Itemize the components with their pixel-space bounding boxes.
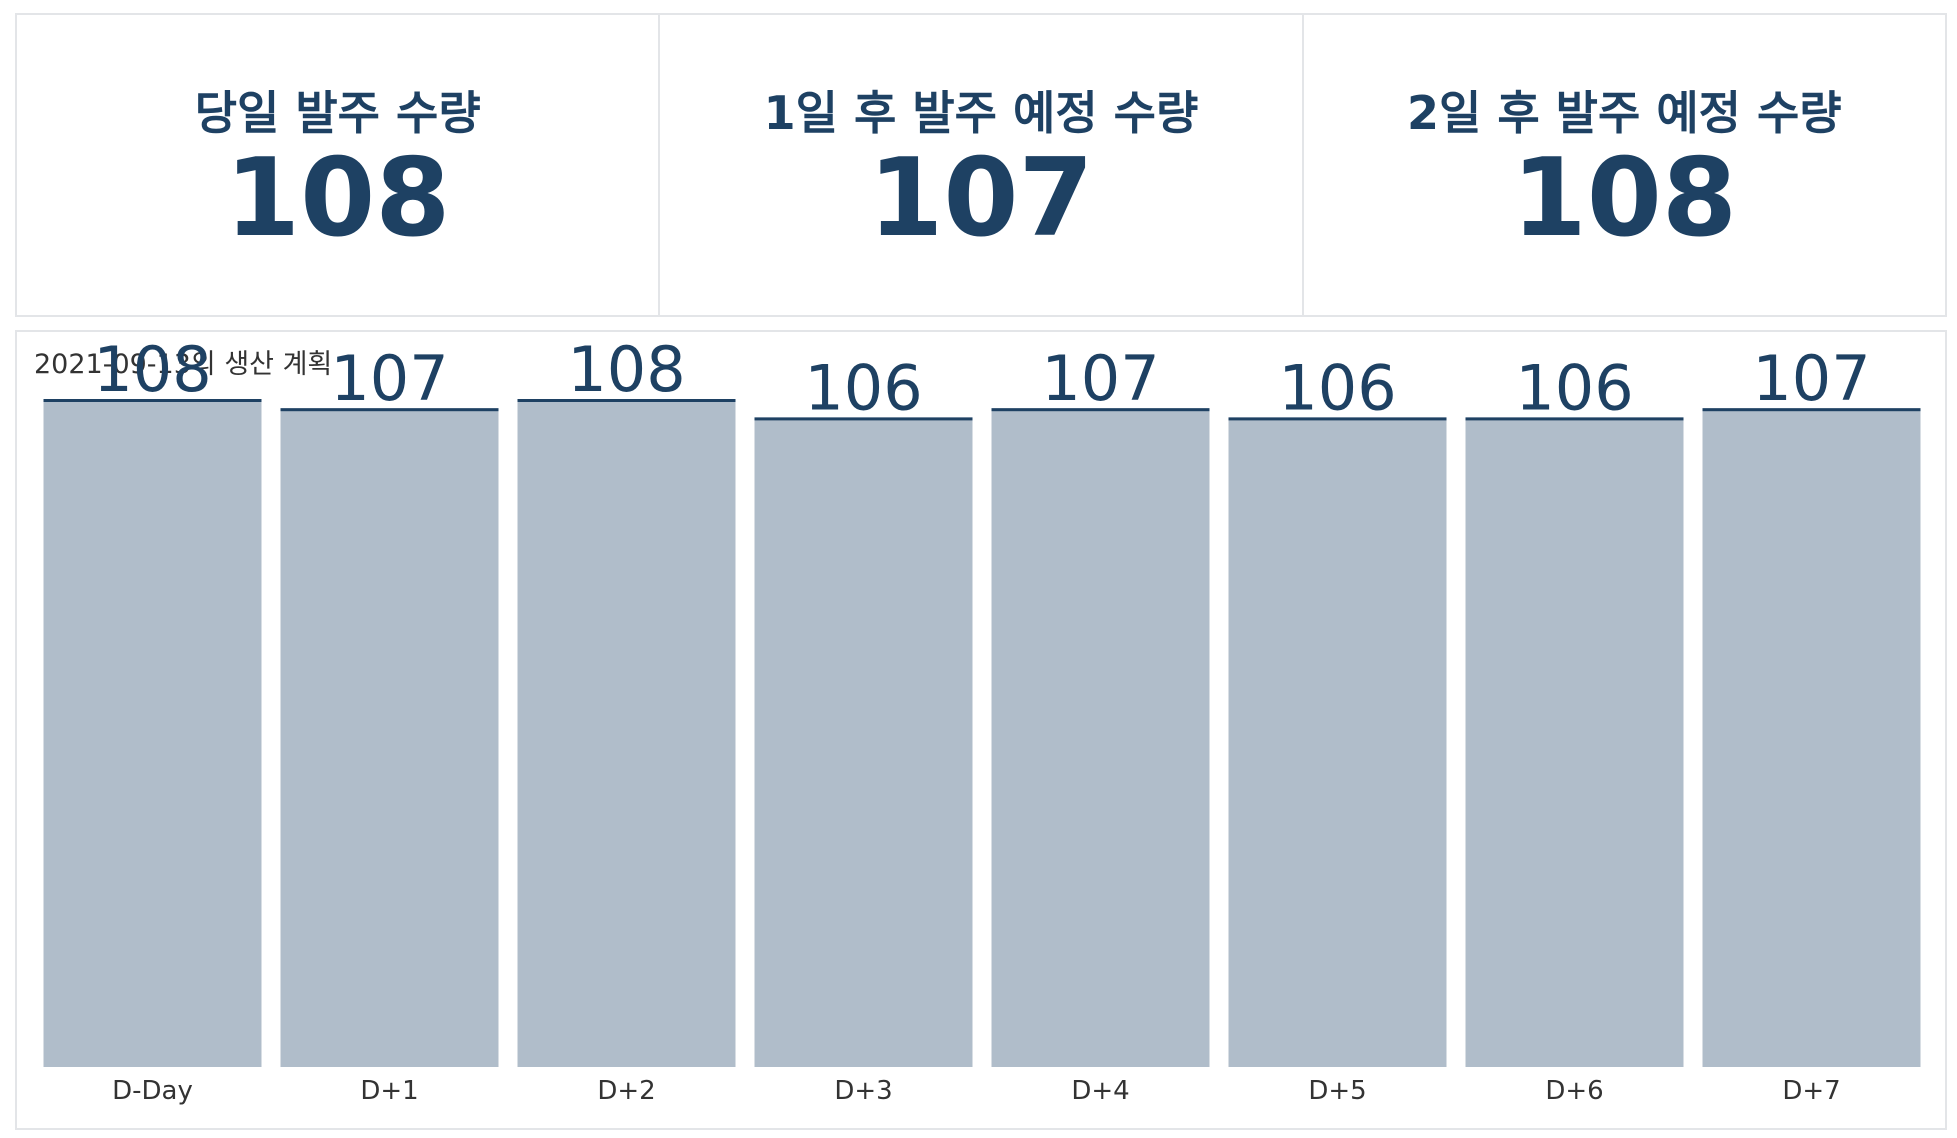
bar-D-Day[interactable]	[43, 399, 262, 1067]
bar-top-line	[991, 408, 1210, 412]
bar-top-line	[1228, 417, 1447, 421]
bar-top-line	[1465, 417, 1684, 421]
bar-value-label: 107	[330, 342, 448, 415]
bar-value-label: 106	[1278, 351, 1396, 424]
bar-value-label: 107	[1752, 342, 1870, 415]
kpi-value: 108	[1511, 136, 1738, 261]
bar-value-label: 106	[1515, 351, 1633, 424]
bar-D+6[interactable]	[1465, 417, 1684, 1067]
x-tick-label: D+7	[1782, 1076, 1840, 1106]
kpi-value: 107	[868, 136, 1094, 261]
x-tick-label: D-Day	[112, 1076, 193, 1106]
bar-D+3[interactable]	[754, 417, 973, 1067]
bar-D+5[interactable]	[1228, 417, 1447, 1067]
bar-top-line	[517, 399, 736, 402]
kpi-label: 1일 후 발주 예정 수량	[763, 86, 1199, 140]
x-tick-label: D+6	[1545, 1076, 1603, 1106]
bar-value-label: 107	[1041, 342, 1159, 415]
bar-value-label: 108	[567, 333, 685, 406]
bar-top-line	[754, 417, 973, 421]
bar-top-line	[1702, 408, 1921, 412]
x-tick-label: D+4	[1071, 1076, 1129, 1106]
kpi-value: 108	[224, 136, 451, 261]
bar-D+4[interactable]	[991, 408, 1210, 1067]
x-tick-label: D+1	[360, 1076, 418, 1106]
kpi-label: 당일 발주 수량	[194, 86, 481, 140]
chart-title: 2021-09-13의 생산 계획	[34, 349, 333, 380]
bar-top-line	[43, 399, 262, 402]
kpi-row: 당일 발주 수량 108 1일 후 발주 예정 수량 107 2일 후 발주 예…	[15, 13, 1947, 317]
kpi-card-today: 당일 발주 수량 108	[15, 13, 661, 317]
kpi-card-day-1: 1일 후 발주 예정 수량 107	[658, 13, 1304, 317]
bar-top-line	[280, 408, 499, 412]
production-plan-chart-panel: 2021-09-13의 생산 계획 108 D-Day 107 D+1 108 D+2 10…	[15, 330, 1947, 1130]
bar-D+7[interactable]	[1702, 408, 1921, 1067]
bar-value-label: 108	[93, 333, 211, 406]
x-tick-label: D+3	[834, 1076, 892, 1106]
kpi-label: 2일 후 발주 예정 수량	[1407, 86, 1842, 140]
bar-D+1[interactable]	[280, 408, 499, 1067]
bar-D+2[interactable]	[517, 399, 736, 1067]
kpi-card-day-2: 2일 후 발주 예정 수량 108	[1301, 13, 1947, 317]
x-tick-label: D+5	[1308, 1076, 1366, 1106]
x-tick-label: D+2	[597, 1076, 655, 1106]
bar-chart: 108 D-Day 107 D+1 108 D+2 106 D+3 107 D+4 106 D+5 10…	[43, 333, 1921, 1106]
bar-value-label: 106	[804, 351, 922, 424]
